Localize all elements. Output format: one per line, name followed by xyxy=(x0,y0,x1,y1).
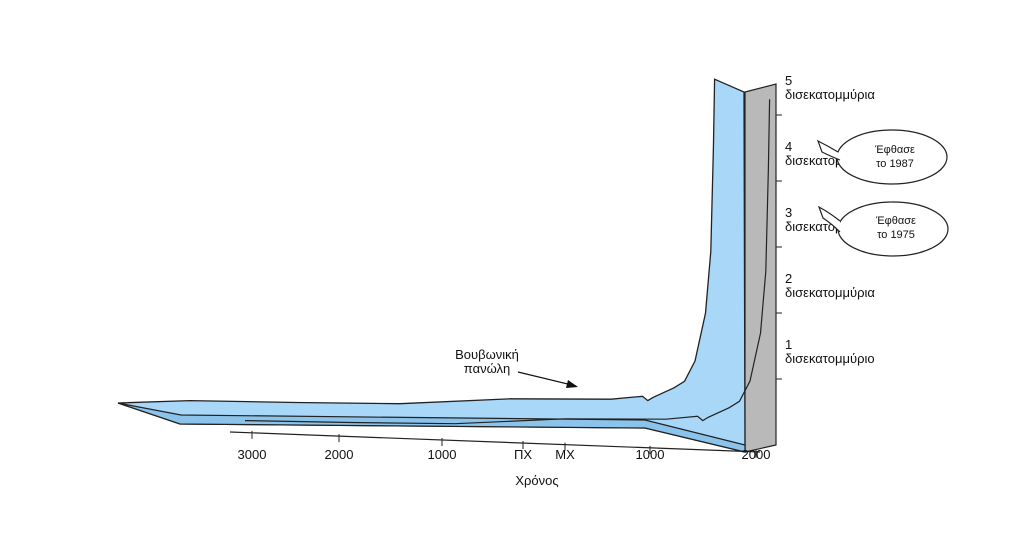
annotation-plague-line1: Βουβωνική xyxy=(455,347,519,362)
x-axis-label: Χρόνος xyxy=(515,473,558,488)
annotation-1987: Έφθασε το 1987 xyxy=(816,129,948,185)
population-area-front xyxy=(117,402,746,453)
x-tick-label: 1000 xyxy=(428,447,457,462)
x-tick-label: 2000 xyxy=(325,447,354,462)
annotation-1975-tail xyxy=(817,205,841,233)
chart-back-wall xyxy=(744,83,777,453)
x-axis-line xyxy=(229,431,761,453)
x-tick-label: 3000 xyxy=(238,447,267,462)
annotation-plague: Βουβωνική πανώλη xyxy=(455,347,578,388)
x-tick-label: 1000 xyxy=(636,447,665,462)
y-tick-unit: δισεκατομμύριο xyxy=(785,351,875,366)
annotation-1975-line2: το 1975 xyxy=(877,229,915,241)
annotation-1987-line2: το 1987 xyxy=(876,158,914,170)
annotation-1987-bubble xyxy=(836,129,948,185)
annotation-plague-arrowhead xyxy=(566,380,578,388)
y-tick-number: 5 xyxy=(785,73,792,88)
x-tick-label: 2000 xyxy=(742,447,771,462)
population-area-surface xyxy=(117,78,746,453)
y-tick-number: 2 xyxy=(785,271,792,286)
y-tick-unit: δισεκατομμύρια xyxy=(785,87,875,102)
annotation-1975-line1: Έφθασε xyxy=(875,215,916,227)
y-tick-number: 1 xyxy=(785,337,792,352)
x-tick-label: ΠΧ xyxy=(514,447,532,462)
annotation-plague-line2: πανώλη xyxy=(464,361,510,376)
annotation-1987-tail xyxy=(816,139,841,161)
annotation-1987-line1: Έφθασε xyxy=(874,144,915,156)
y-tick-number: 3 xyxy=(785,205,792,220)
y-tick-unit: δισεκατομμύρια xyxy=(785,285,875,300)
annotation-1975: Έφθασε το 1975 xyxy=(817,201,949,257)
x-ticks: 3000 2000 1000 ΠΧ ΜΧ 1000 2000 xyxy=(238,430,771,462)
population-curve-line xyxy=(244,99,771,425)
x-tick-label: ΜΧ xyxy=(555,447,575,462)
y-tick-number: 4 xyxy=(785,139,792,154)
annotation-plague-arrow xyxy=(517,371,577,387)
